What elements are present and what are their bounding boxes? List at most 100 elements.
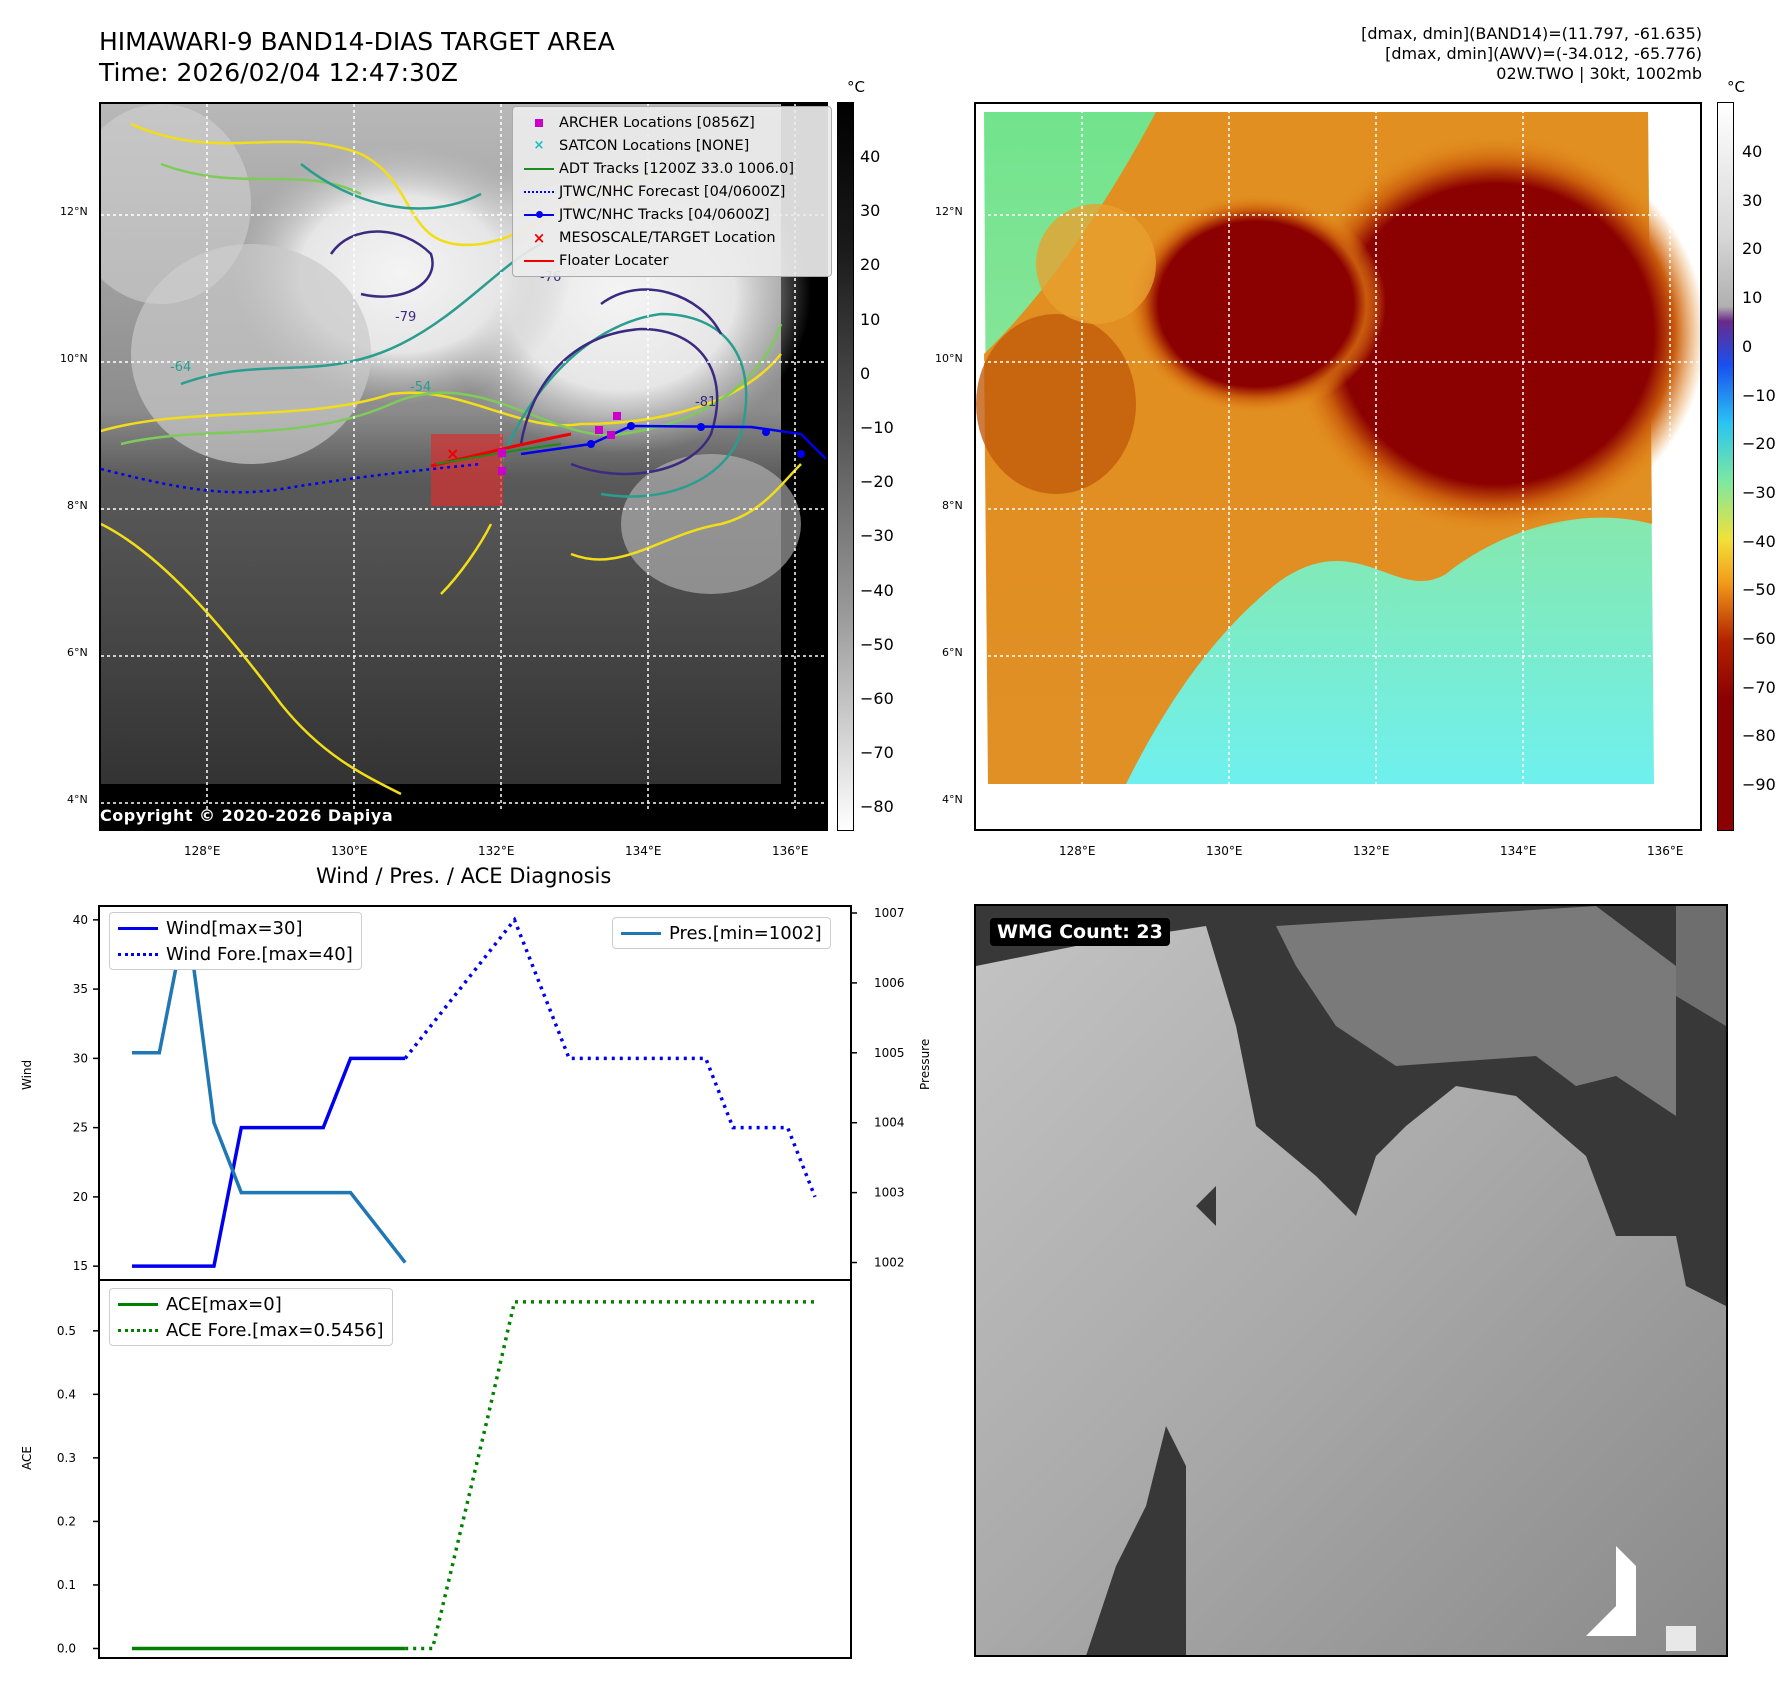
enhanced-map-image	[976, 104, 1700, 829]
lon-label: 134°E	[625, 844, 662, 858]
lon-label: 130°E	[331, 844, 368, 858]
legend-label: ACE[max=0]	[166, 1293, 282, 1315]
archer-points	[498, 412, 621, 475]
wind-axis-label: Wind	[20, 1059, 34, 1090]
pressure-tick-label: 1006	[874, 976, 905, 990]
lat-label: 12°N	[60, 205, 88, 218]
colorbar-tick-label: −40	[1742, 531, 1776, 551]
colorbar-tick-label: −20	[1742, 434, 1776, 454]
lat-label: 6°N	[942, 646, 963, 659]
map-legend: ARCHER Locations [0856Z] × SATCON Locati…	[512, 106, 832, 277]
legend-label: SATCON Locations [NONE]	[559, 137, 750, 154]
legend-label: Wind[max=30]	[166, 917, 303, 939]
colorbar-tick-label: −70	[1742, 677, 1776, 697]
colorbar-tick-label: 0	[860, 363, 871, 383]
contour-label: -79	[395, 310, 417, 325]
jtwc-forecast-track	[101, 462, 482, 494]
colorbar-tick-label: −80	[1742, 726, 1776, 746]
lat-label: 4°N	[67, 793, 88, 806]
contour-label: -54	[410, 380, 432, 395]
colorbar-tick-label: 40	[860, 147, 881, 166]
ace-axis-label: ACE	[20, 1446, 34, 1470]
wind-tick-label: 30	[73, 1051, 88, 1065]
lat-label: 8°N	[942, 499, 963, 512]
ace-tick-label: 0.1	[57, 1578, 76, 1592]
series-line-wind	[132, 1056, 406, 1268]
legend-label: ACE Fore.[max=0.5456]	[166, 1319, 384, 1341]
legend-item-mesoscale: × MESOSCALE/TARGET Location	[532, 228, 776, 247]
legend-label: MESOSCALE/TARGET Location	[559, 229, 776, 246]
legend-item-ace-forecast: ACE Fore.[max=0.5456]	[118, 1317, 384, 1343]
lon-label: 128°E	[184, 844, 221, 858]
colorbar-tick-label: 10	[860, 309, 881, 329]
ir-map-image: ×	[101, 104, 826, 829]
colorbar-tick-label: 30	[1742, 190, 1763, 210]
wmg-panel	[974, 904, 1728, 1657]
ace-tick-label: 0.5	[57, 1324, 76, 1338]
legend-label: Pres.[min=1002]	[669, 922, 822, 944]
colorbar-tick-label: 20	[1742, 239, 1763, 259]
wmg-count-badge: WMG Count: 23	[990, 918, 1170, 946]
lon-label: 130°E	[1206, 844, 1243, 858]
colorbar-tick-label: −10	[1742, 385, 1776, 405]
chart-time: Time: 2026/02/04 12:47:30Z	[99, 58, 458, 87]
colorbar-tick-label: −80	[860, 797, 894, 817]
legend-item-archer: ARCHER Locations [0856Z]	[519, 111, 825, 134]
lon-label: 136°E	[772, 844, 809, 858]
contour-label: -64	[170, 360, 192, 375]
wind-legend: Wind[max=30] Wind Fore.[max=40]	[109, 912, 362, 970]
legend-item-wind-forecast: Wind Fore.[max=40]	[118, 941, 353, 967]
wind-tick-label: 40	[73, 913, 88, 927]
ace-tick-label: 0.3	[57, 1451, 76, 1465]
wind-tick-label: 20	[73, 1190, 88, 1204]
ace-tick-label: 0.0	[57, 1641, 76, 1655]
colorbar-tick-label: 10	[1742, 288, 1763, 308]
ir-map-panel: ×	[99, 102, 828, 831]
band14-range-info: [dmax, dmin](BAND14)=(11.797, -61.635)	[1361, 24, 1702, 43]
wind-tick-label: 15	[73, 1259, 88, 1273]
diagnosis-title: Wind / Pres. / ACE Diagnosis	[316, 864, 612, 888]
colorbar-tick-label: 40	[1742, 142, 1763, 161]
lon-label: 132°E	[478, 844, 515, 858]
pressure-axis-label: Pressure	[918, 1038, 932, 1090]
contour-label: -81	[695, 395, 717, 410]
colorbar-enhanced	[1717, 102, 1734, 831]
lon-label: 136°E	[1647, 844, 1684, 858]
colorbar-tick-label: 20	[860, 255, 881, 275]
legend-item-jtwc-tracks: JTWC/NHC Tracks [04/0600Z]	[519, 203, 825, 226]
colorbar-tick-label: −70	[860, 743, 894, 763]
colorbar-unit: °C	[1727, 78, 1745, 96]
colorbar-grayscale	[837, 102, 854, 831]
pressure-tick-label: 1002	[874, 1256, 905, 1270]
enhanced-map-panel	[974, 102, 1702, 831]
pressure-tick-label: 1005	[874, 1046, 905, 1060]
legend-label: JTWC/NHC Tracks [04/0600Z]	[559, 206, 770, 223]
colorbar-tick-label: 30	[860, 201, 881, 221]
legend-item-pressure: Pres.[min=1002]	[621, 920, 822, 946]
target-area-box	[431, 434, 503, 506]
colorbar-tick-label: −60	[1742, 629, 1776, 648]
lat-label: 10°N	[935, 352, 963, 365]
legend-label: Wind Fore.[max=40]	[166, 943, 353, 965]
legend-item-satcon: × SATCON Locations [NONE]	[533, 137, 750, 154]
ace-tick-label: 0.2	[57, 1514, 76, 1528]
legend-label: Floater Locater	[559, 252, 669, 269]
ace-tick-label: 0.4	[57, 1387, 76, 1401]
target-location-marker: ×	[446, 444, 459, 463]
legend-item-jtwc-forecast: JTWC/NHC Forecast [04/0600Z]	[519, 180, 825, 203]
diagnosis-chart: 15 20 25 30 35 40 1002 1003 1004 1005 1006 1007 0.0…	[57, 905, 905, 1659]
wind-tick-label: 25	[73, 1121, 88, 1135]
legend-item-floater: Floater Locater	[519, 249, 825, 272]
legend-label: JTWC/NHC Forecast [04/0600Z]	[559, 183, 786, 200]
lon-label: 132°E	[1353, 844, 1390, 858]
legend-item-ace: ACE[max=0]	[118, 1291, 384, 1317]
colorbar-tick-label: −50	[860, 634, 894, 654]
lon-label: 134°E	[1500, 844, 1537, 858]
lat-label: 8°N	[67, 499, 88, 512]
colorbar-tick-label: −20	[860, 472, 894, 492]
wmg-image	[976, 906, 1726, 1655]
legend-item-adt: ADT Tracks [1200Z 33.0 1006.0]	[519, 157, 825, 180]
legend-item-wind: Wind[max=30]	[118, 915, 353, 941]
pressure-tick-label: 1003	[874, 1186, 905, 1200]
lat-label: 10°N	[60, 352, 88, 365]
